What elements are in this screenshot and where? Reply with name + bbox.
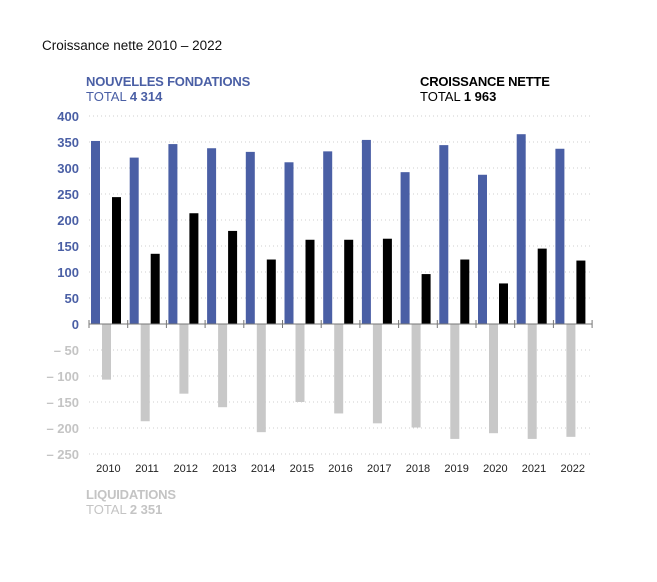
bar-nouvelles-fondations <box>207 148 217 324</box>
bar-liquidations <box>411 324 421 428</box>
y-tick-label: – 100 <box>46 369 79 384</box>
y-tick-label: – 50 <box>54 343 79 358</box>
bar-croissance-nette <box>112 197 121 324</box>
legend-liquidations-name: LIQUIDATIONS <box>86 487 176 502</box>
y-tick-label: 400 <box>57 109 79 124</box>
bar-liquidations <box>256 324 266 433</box>
bar-liquidations <box>179 324 189 394</box>
y-tick-label: 350 <box>57 135 79 150</box>
x-tick-label: 2012 <box>174 463 198 475</box>
y-axis-ticks: 400 350 300 250 200 150 100 50 0 – 50 – 100 – 150 – … <box>46 109 79 462</box>
bar-croissance-nette <box>499 283 508 324</box>
legend-nouvelles-total-value: 4 314 <box>129 89 163 104</box>
bar-croissance-nette <box>537 248 547 324</box>
bar-croissance-nette <box>344 239 354 324</box>
bar-nouvelles-fondations <box>323 151 333 324</box>
legend-croissance-total-label: TOTAL <box>420 89 464 104</box>
legend-croissance-total-value: 1 963 <box>463 89 497 104</box>
legend-croissance-name: CROISSANCE NETTE <box>420 74 550 89</box>
bar-liquidations <box>489 324 498 434</box>
legend-liquidations: LIQUIDATIONS TOTAL 2 351 <box>86 487 176 517</box>
x-tick-label: 2019 <box>444 463 468 475</box>
bar-liquidations <box>566 324 576 437</box>
bar-liquidations <box>372 324 382 424</box>
x-tick-label: 2017 <box>367 463 391 475</box>
bar-nouvelles-fondations <box>284 162 294 324</box>
bar-nouvelles-fondations <box>168 144 178 324</box>
bar-croissance-nette <box>460 259 470 324</box>
bar-croissance-nette <box>421 274 431 324</box>
x-tick-label: 2011 <box>135 463 159 475</box>
bar-liquidations <box>140 324 150 422</box>
bar-liquidations <box>218 324 228 408</box>
x-tick-label: 2015 <box>290 463 314 475</box>
bar-nouvelles-fondations <box>129 157 139 324</box>
legend-nouvelles-name: NOUVELLES FONDATIONS <box>86 74 251 89</box>
x-tick-label: 2014 <box>251 463 275 475</box>
bar-nouvelles-fondations <box>516 134 526 324</box>
bars <box>91 134 586 439</box>
x-tick-label: 2020 <box>483 463 507 475</box>
bar-croissance-nette <box>382 238 392 324</box>
x-axis <box>88 320 593 328</box>
bar-nouvelles-fondations <box>91 140 100 324</box>
bar-nouvelles-fondations <box>361 139 371 324</box>
bar-liquidations <box>450 324 460 439</box>
x-tick-label: 2021 <box>522 463 546 475</box>
bar-nouvelles-fondations <box>478 174 487 324</box>
x-axis-ticks: 2010 2011 2012 2013 2014 2015 2016 2017 2018 2019… <box>96 463 585 475</box>
legend-croissance-nette: CROISSANCE NETTE TOTAL 1 963 <box>420 74 550 104</box>
bar-liquidations <box>334 324 344 414</box>
bar-nouvelles-fondations <box>439 145 449 324</box>
y-tick-label: – 200 <box>46 421 79 436</box>
x-tick-label: 2022 <box>561 463 585 475</box>
legend-liquidations-total-label: TOTAL <box>86 502 130 517</box>
bar-croissance-nette <box>305 239 315 324</box>
x-tick-label: 2016 <box>328 463 352 475</box>
y-tick-label: 300 <box>57 161 79 176</box>
bar-nouvelles-fondations <box>400 172 410 324</box>
bar-croissance-nette <box>189 213 199 324</box>
bar-nouvelles-fondations <box>555 148 565 324</box>
bar-croissance-nette <box>150 253 160 324</box>
y-tick-label: 250 <box>57 187 79 202</box>
y-tick-label: 150 <box>57 239 79 254</box>
x-tick-label: 2013 <box>212 463 236 475</box>
bar-croissance-nette <box>266 259 276 324</box>
bar-croissance-nette <box>576 260 586 324</box>
legend-nouvelles-fondations: NOUVELLES FONDATIONS TOTAL 4 314 <box>86 74 250 104</box>
x-tick-label: 2010 <box>96 463 120 475</box>
bar-croissance-nette <box>228 230 238 324</box>
bar-liquidations <box>295 324 305 402</box>
y-tick-label: 0 <box>72 317 79 332</box>
legend-nouvelles-total-label: TOTAL <box>86 89 130 104</box>
y-tick-label: – 150 <box>46 395 79 410</box>
chart-title: Croissance nette 2010 – 2022 <box>42 38 223 53</box>
y-tick-label: 100 <box>57 265 79 280</box>
bar-nouvelles-fondations <box>245 151 255 324</box>
x-tick-label: 2018 <box>406 463 430 475</box>
bar-liquidations <box>102 324 111 380</box>
legend-liquidations-total-value: 2 351 <box>129 502 163 517</box>
y-tick-label: 50 <box>65 291 79 306</box>
y-tick-label: – 250 <box>46 447 79 462</box>
bar-liquidations <box>527 324 537 439</box>
y-tick-label: 200 <box>57 213 79 228</box>
